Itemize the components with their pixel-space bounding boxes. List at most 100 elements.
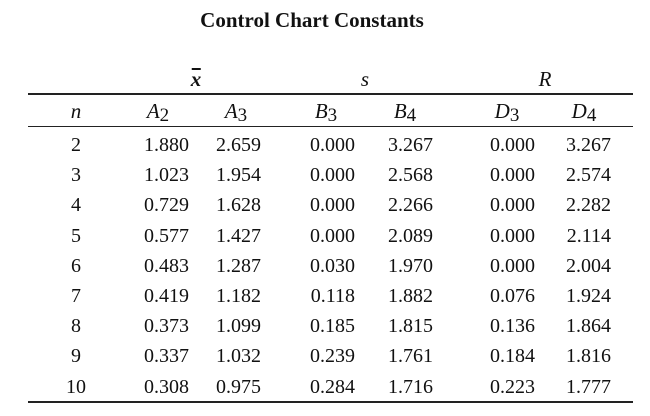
group-label-xbar: x [190,67,202,91]
cell-d3: 0.223 [490,375,535,398]
cell-b3: 0.030 [310,254,355,277]
page-title: Control Chart Constants [200,8,424,32]
cell-n: 2 [71,134,81,156]
table-bottom-rule [28,401,633,403]
cell-b4: 1.815 [388,315,433,338]
cell-b3: 0.118 [310,285,355,307]
table-row: 7 0.419 1.182 0.118 1.882 0.076 1.924 [0,281,650,311]
group-header-s: s [360,67,370,91]
cell-d4: 1.777 [566,375,611,398]
cell-b3: 0.000 [310,164,355,187]
cell-a3: 1.628 [216,194,261,217]
cell-b3: 0.000 [310,194,355,217]
cell-a2: 0.308 [144,375,189,398]
column-header-a2: A2 [147,98,169,126]
column-header-subscript: 3 [509,105,520,126]
cell-a3: 1.287 [216,254,261,277]
cell-b3: 0.239 [310,345,355,368]
cell-a3: 0.975 [216,375,261,398]
cell-b4: 2.089 [388,224,433,247]
cell-d3: 0.184 [490,345,535,368]
table-header-rule [28,126,633,127]
cell-a2: 0.373 [144,315,189,338]
column-header-subscript: 3 [327,105,338,126]
cell-n: 6 [71,254,81,277]
cell-n: 8 [71,315,81,338]
cell-d4: 2.004 [566,254,611,277]
column-header-subscript: 4 [586,105,597,126]
cell-b3: 0.284 [310,375,355,398]
overbar-line [191,68,201,70]
cell-b4: 1.882 [388,285,433,307]
cell-a3: 1.427 [216,224,261,247]
cell-b4: 2.568 [388,164,433,187]
cell-a2: 0.337 [144,345,189,368]
table-row: 10 0.308 0.975 0.284 1.716 0.223 1.777 [0,372,650,402]
table-row: 6 0.483 1.287 0.030 1.970 0.000 2.004 [0,251,650,281]
cell-a2: 0.577 [144,224,189,247]
table-row: 2 1.880 2.659 0.000 3.267 0.000 3.267 [0,130,650,160]
column-header-b4: B4 [394,98,416,126]
column-header-subscript: 3 [237,105,248,126]
cell-d3: 0.000 [490,164,535,187]
column-header-letter: B [314,99,328,123]
column-header-letter: A [224,99,238,123]
cell-d3: 0.000 [490,194,535,217]
cell-a3: 1.954 [216,164,261,187]
cell-a2: 0.419 [144,285,189,307]
cell-d4: 1.864 [566,315,611,338]
cell-d3: 0.136 [490,315,535,338]
table-row: 3 1.023 1.954 0.000 2.568 0.000 2.574 [0,160,650,190]
table-row: 5 0.577 1.427 0.000 2.089 0.000 2.114 [0,221,650,251]
cell-a2: 1.880 [144,134,189,156]
column-header-letter: A [146,99,160,123]
group-header-r: R [538,67,552,91]
cell-b4: 1.716 [388,375,433,398]
column-header-subscript: 4 [406,105,417,126]
cell-d4: 1.816 [566,345,611,368]
cell-b4: 1.761 [388,345,433,368]
column-header-letter: D [571,99,587,123]
table-row: 9 0.337 1.032 0.239 1.761 0.184 1.816 [0,341,650,371]
column-header-a3: A3 [225,98,247,126]
cell-b3: 0.000 [310,224,355,247]
cell-a3: 2.659 [216,134,261,156]
column-header-d3: D3 [495,98,520,126]
cell-a2: 0.483 [144,254,189,277]
cell-a2: 1.023 [144,164,189,187]
cell-a3: 1.182 [216,285,261,307]
cell-d4: 3.267 [566,134,611,156]
column-header-subscript: 2 [159,105,170,126]
cell-b3: 0.185 [310,315,355,338]
xbar-symbol: x [191,67,202,91]
cell-d4: 2.282 [566,194,611,217]
group-header-xbar: x [191,67,202,91]
cell-d3: 0.076 [490,285,535,307]
column-header-letter: B [393,99,407,123]
column-header-b3: B3 [315,98,337,126]
cell-d3: 0.000 [490,224,535,247]
cell-d4: 1.924 [566,285,611,307]
cell-b4: 3.267 [388,134,433,156]
cell-a3: 1.099 [216,315,261,338]
cell-n: 9 [71,345,81,368]
cell-d3: 0.000 [490,254,535,277]
cell-d4: 2.574 [566,164,611,187]
cell-b4: 1.970 [388,254,433,277]
table-row: 4 0.729 1.628 0.000 2.266 0.000 2.282 [0,190,650,220]
cell-b4: 2.266 [388,194,433,217]
cell-a3: 1.032 [216,345,261,368]
cell-n: 3 [71,164,81,187]
cell-n: 5 [71,224,81,247]
column-header-letter: D [494,99,510,123]
cell-n: 4 [71,194,81,217]
table-row: 8 0.373 1.099 0.185 1.815 0.136 1.864 [0,311,650,341]
cell-n: 10 [66,375,86,398]
cell-d3: 0.000 [490,134,535,156]
column-header-n: n [70,99,82,123]
cell-a2: 0.729 [144,194,189,217]
table-top-rule [28,93,633,95]
cell-n: 7 [71,285,81,307]
cell-b3: 0.000 [310,134,355,156]
column-header-d4: D4 [572,98,597,126]
